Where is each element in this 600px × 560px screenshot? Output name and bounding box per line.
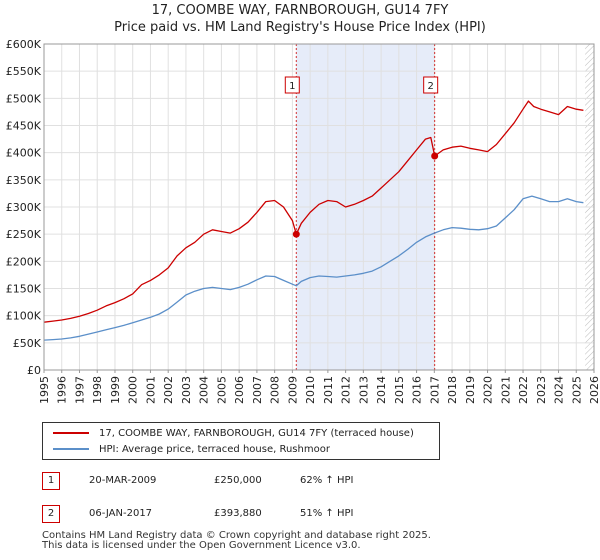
sale-number-badge: 2	[42, 505, 60, 523]
x-tick-label: 2024	[553, 376, 566, 404]
x-tick-label: 2017	[428, 376, 441, 404]
y-tick-label: £450K	[6, 120, 42, 133]
x-tick-label: 2026	[588, 376, 600, 404]
x-tick-label: 2006	[233, 376, 246, 404]
x-tick-label: 2005	[215, 376, 228, 404]
x-tick-label: 2018	[446, 376, 459, 404]
sale-hpi-change: 62% ↑ HPI	[300, 475, 354, 486]
footer-attribution: Contains HM Land Registry data © Crown c…	[42, 531, 431, 551]
x-tick-label: 2003	[180, 376, 193, 404]
x-tick-label: 2022	[517, 376, 530, 404]
x-tick-label: 1998	[91, 376, 104, 404]
sale-row: 1 20-MAR-2009 £250,000 62% ↑ HPI	[42, 472, 442, 492]
sale-row: 2 06-JAN-2017 £393,880 51% ↑ HPI	[42, 505, 442, 525]
x-tick-label: 2008	[269, 376, 282, 404]
x-tick-label: 2001	[144, 376, 157, 404]
sale-point	[431, 152, 439, 160]
legend-swatch-property	[53, 432, 89, 434]
y-tick-label: £50K	[13, 337, 42, 350]
x-tick-label: 2021	[499, 376, 512, 404]
price-chart: 1 2 £0 £50K £100K £150K £200K £250K £300K £350K £4…	[6, 38, 600, 404]
x-tick-label: 2007	[251, 376, 264, 404]
chart-subtitle: Price paid vs. HM Land Registry's House …	[114, 20, 486, 35]
y-tick-label: £0	[27, 364, 41, 377]
sale-label-box	[423, 76, 439, 94]
y-tick-label: £300K	[6, 201, 42, 214]
x-tick-label: 2011	[322, 376, 335, 404]
x-tick-label: 2023	[535, 376, 548, 404]
x-tick-label: 2010	[304, 376, 317, 404]
y-tick-label: £200K	[6, 255, 42, 268]
x-tick-label: 2025	[570, 376, 583, 404]
legend-item-hpi: HPI: Average price, terraced house, Rush…	[43, 441, 330, 457]
sale-number-badge: 1	[42, 472, 60, 490]
x-tick-label: 2019	[464, 376, 477, 404]
sale-date: 06-JAN-2017	[89, 508, 153, 519]
x-tick-label: 2014	[375, 376, 388, 404]
x-tick-label: 1995	[38, 376, 51, 404]
sale-price: £393,880	[214, 508, 262, 519]
x-tick-label: 1999	[109, 376, 122, 404]
plot-frame	[43, 43, 595, 371]
footer-line-licence: This data is licensed under the Open Gov…	[42, 540, 361, 551]
x-tick-label: 2015	[393, 376, 406, 404]
x-tick-label: 1997	[73, 376, 86, 404]
x-tick-label: 2012	[340, 376, 353, 404]
chart-title: 17, COOMBE WAY, FARNBOROUGH, GU14 7FY	[151, 3, 449, 18]
legend-label-hpi: HPI: Average price, terraced house, Rush…	[99, 443, 330, 455]
legend-swatch-hpi	[53, 448, 89, 450]
sale-label-text: 2	[427, 81, 433, 92]
y-tick-label: £350K	[6, 174, 42, 187]
x-tick-label: 2013	[357, 376, 370, 404]
sale-hpi-change: 51% ↑ HPI	[300, 508, 354, 519]
sale-point	[292, 230, 300, 238]
x-tick-label: 2000	[127, 376, 140, 404]
x-tick-label: 2002	[162, 376, 175, 404]
series-line-property	[43, 100, 584, 323]
sale-label-text: 1	[289, 81, 295, 92]
x-tick-label: 2020	[482, 376, 495, 404]
chart-legend: 17, COOMBE WAY, FARNBOROUGH, GU14 7FY (t…	[42, 422, 440, 460]
x-tick-label: 2009	[286, 376, 299, 404]
y-tick-label: £500K	[6, 92, 42, 105]
footer-line-copyright: Contains HM Land Registry data © Crown c…	[42, 530, 431, 541]
sale-label-box	[284, 76, 300, 94]
sale-date: 20-MAR-2009	[89, 475, 157, 486]
y-tick-label: £100K	[6, 310, 42, 323]
y-tick-label: £150K	[6, 283, 42, 296]
series-line-hpi	[43, 195, 584, 341]
y-tick-label: £600K	[6, 38, 42, 51]
y-tick-label: £250K	[6, 228, 42, 241]
x-tick-label: 2004	[198, 376, 211, 404]
legend-item-property: 17, COOMBE WAY, FARNBOROUGH, GU14 7FY (t…	[43, 425, 414, 441]
y-tick-label: £550K	[6, 65, 42, 78]
y-tick-label: £400K	[6, 147, 42, 160]
legend-label-property: 17, COOMBE WAY, FARNBOROUGH, GU14 7FY (t…	[99, 427, 414, 439]
x-tick-label: 2016	[411, 376, 424, 404]
x-tick-label: 1996	[56, 376, 69, 404]
sale-price: £250,000	[214, 475, 262, 486]
